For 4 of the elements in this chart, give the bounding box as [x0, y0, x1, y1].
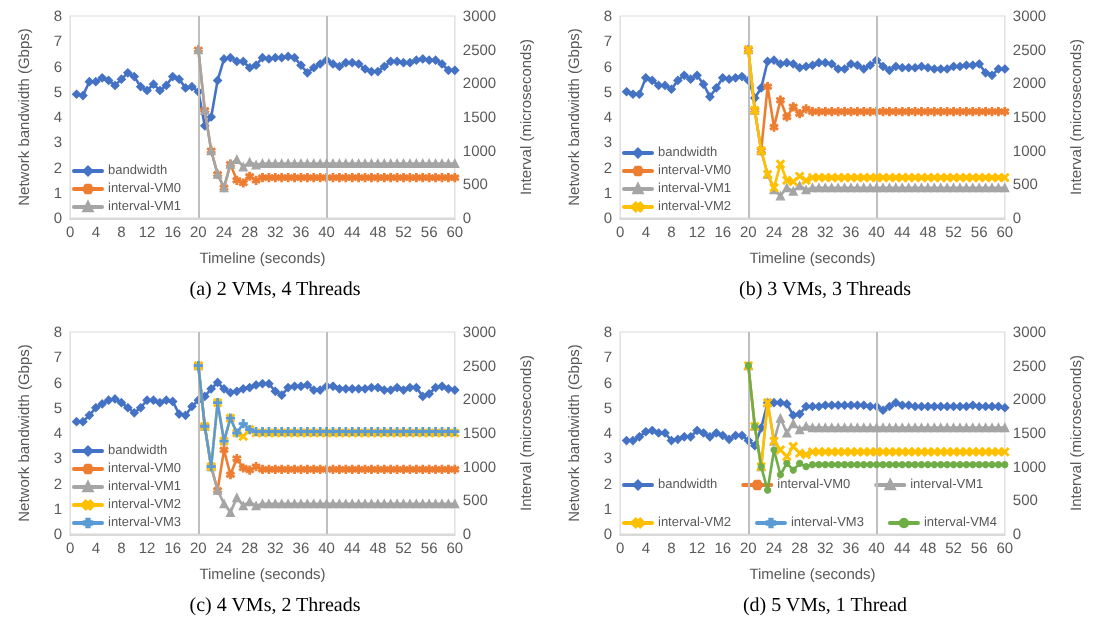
- text: (d) 5 VMs, 1 Thread: [742, 595, 908, 617]
- text: (b) 3 VMs, 3 Threads: [738, 279, 912, 301]
- text: (c) 4 VMs, 2 Threads: [189, 595, 361, 617]
- text: (a) 2 VMs, 4 Threads: [189, 279, 361, 301]
